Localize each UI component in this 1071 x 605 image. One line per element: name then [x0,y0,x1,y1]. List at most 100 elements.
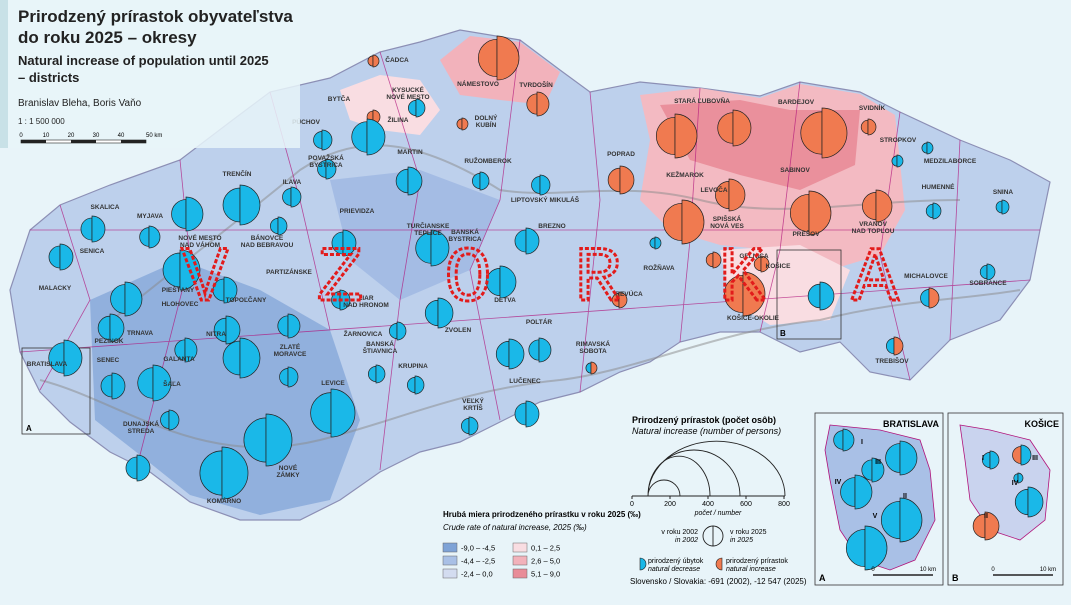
district-label: MICHALOVCE [904,273,948,280]
circle-2002 [243,417,267,463]
circle-2025 [986,263,996,281]
circle-2025 [742,271,766,317]
district-circle [886,336,904,356]
district-label: TURČIANSKE [407,221,450,230]
district-label: NAD TOPĽOU [852,228,895,235]
circle-2025 [821,107,848,159]
tick-label: 400 [702,501,714,508]
circle-2002 [528,339,540,361]
circle-2025 [339,289,351,311]
inset-part: IV [835,479,842,486]
circle-2002 [861,459,873,481]
circle-2002 [526,93,538,115]
district-label: BANSKÁ [366,339,394,348]
circle-2002 [80,217,93,241]
circle-2002 [514,402,527,426]
district-circle [885,440,918,476]
district-circle [139,225,161,249]
circle-2002 [607,167,621,193]
district-circle [478,35,520,81]
circle-2002 [472,172,481,190]
district-label: NÁMESTOVO [457,79,499,88]
inset-part: III [875,459,881,466]
district-circle [174,337,198,363]
legend-subtitle: Crude rate of natural increase, 2025 (‰) [443,523,587,532]
year-right-en: in 2025 [730,537,753,544]
circle-2002 [125,456,138,480]
district-label: SVIDNÍK [859,103,886,112]
district-circle [279,366,299,388]
circle-2025 [91,215,106,243]
district-label: SABINOV [780,167,810,174]
circle-2025 [1017,472,1024,484]
district-circle [753,255,770,273]
district-circle [313,129,333,151]
district-label: TREBIŠOV [875,356,909,365]
circle-2002 [705,252,714,268]
district-circle [125,454,151,482]
district-circle [800,107,848,159]
circle-2025 [864,525,888,571]
circle-2025 [875,189,893,223]
circle-2025 [179,249,201,291]
district-label: TOPOĽČANY [226,295,267,304]
district-circle [611,291,628,309]
district-circle [861,457,885,483]
legend-label: 5,1 – 9,0 [531,570,560,579]
circle-2025 [984,511,1000,541]
district-label: BYSTRICA [448,236,482,243]
circle-2025 [59,243,74,271]
circle-2025 [842,428,855,452]
inset-scale-label: 0 [871,567,875,573]
circle-2002 [415,232,432,264]
district-circle [663,199,705,245]
district-label: HUMENNÉ [922,182,956,191]
circle-2025 [932,202,942,220]
circle-2002 [860,119,869,135]
district-label: NAD BEBRAVOU [241,242,294,249]
inset-title: KOŠICE [1024,418,1059,429]
district-label: HLOHOVEC [162,301,199,308]
district-circle [213,315,241,345]
district-label: KRTÍŠ [463,403,483,412]
district-circle [705,251,722,269]
tick-label: 0 [630,501,634,508]
district-label: BYSTRICA [309,162,343,169]
district-circle [1012,444,1032,466]
circle-2025 [223,276,238,304]
circle-2002 [199,450,223,496]
circle-2002 [222,187,241,223]
district-label: PREŠOV [792,229,820,238]
circle-2002 [486,268,501,296]
district-label: STARÁ ĽUBOVŇA [674,96,730,105]
district-label: ZLATÉ [280,342,301,351]
district-label: BÁNOVCE [251,233,284,242]
circle-2025 [989,450,1000,470]
district-label: TVRDOŠÍN [519,80,553,89]
circle-2002 [1014,488,1029,516]
district-label: PIEŠŤANY [162,285,195,294]
circle-2002 [162,252,181,288]
legend-swatch [442,568,458,579]
circle-2025 [871,457,885,483]
district-circle [243,413,293,467]
circle-2025 [239,337,261,379]
district-label: KOMÁRNO [207,496,241,505]
circle-2002 [715,181,730,209]
circle-2002 [270,217,279,235]
district-label: PÚCHOV [292,117,320,126]
district-label: ŽIAR [358,293,373,302]
circle-2025 [321,129,333,151]
year-left: v roku 2002 [661,529,698,536]
scale-bar-label: 20 [68,133,75,139]
circle-2025 [854,474,873,510]
district-label: NOVÉ [279,463,298,472]
district-circle [310,388,356,438]
district-circle [846,525,888,571]
circle-2002 [846,528,866,568]
watermark-letter: Z [317,236,364,324]
circle-2002 [139,227,150,247]
circle-2002 [656,116,676,156]
